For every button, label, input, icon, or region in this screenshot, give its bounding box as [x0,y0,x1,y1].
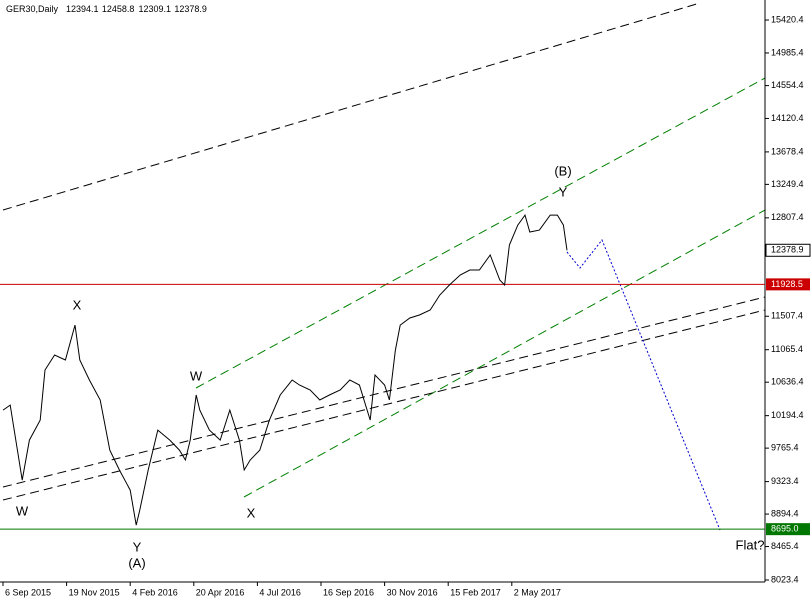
wave-label: (A) [128,555,145,570]
level-label-box [766,523,810,536]
wave-label: (B) [554,163,571,178]
y-tick-label: 14554.4 [771,80,804,90]
y-tick-label: 15420.4 [771,14,804,24]
wave-label: Flat? [736,537,765,552]
trend-line [2,309,766,501]
channel-line [243,209,766,498]
wave-label: X [73,297,82,312]
y-tick-label: 9323.4 [771,476,799,486]
wave-label: W [190,368,203,383]
trend-line [2,2,701,211]
x-tick-label: 20 Apr 2016 [196,587,245,597]
trend-lines [2,2,766,531]
y-tick-label: 13249.4 [771,179,804,189]
y-tick-label: 8894.4 [771,508,799,518]
level-label: 11928.5 [771,279,803,289]
level-label: 8695.0 [771,524,799,534]
channel-line [195,77,766,389]
y-tick-label: 8023.4 [771,574,799,584]
header-text: 12458.8 [102,4,135,14]
y-tick-label: 10636.4 [771,377,804,387]
header-text: 12394.1 [66,4,99,14]
x-tick-label: 2 May 2017 [514,587,561,597]
header-text: GER30,Daily [6,4,59,14]
header: GER30,Daily 12394.1 12458.8 12309.1 12378.9 [6,4,207,14]
y-tick-label: 13678.4 [771,146,804,156]
y-tick-label: 11065.4 [771,344,803,354]
x-tick-label: 4 Jul 2016 [259,587,301,597]
x-tick-label: 15 Feb 2017 [450,587,501,597]
y-tick-label: 8465.4 [771,541,799,551]
level-label-box [766,278,810,291]
price-label: 12378.9 [771,245,804,255]
wave-label: Y [559,184,568,199]
x-tick-label: 6 Sep 2015 [5,587,51,597]
price-line [2,213,568,526]
x-tick-label: 16 Sep 2016 [323,587,374,597]
header-text: 12378.9 [174,4,207,14]
y-tick-label: 10194.4 [771,410,804,420]
x-tick-label: 19 Nov 2015 [69,587,120,597]
wave-label: Y [133,539,142,554]
wave-label: X [247,505,256,520]
y-tick-label: 14985.4 [771,47,804,57]
y-tick-label: 9765.4 [771,443,799,453]
y-tick-label: 11507.4 [771,311,803,321]
projection [566,239,721,531]
header-text: 12309.1 [138,4,171,14]
y-tick-label: 14120.4 [771,113,804,123]
x-tick-label: 30 Nov 2016 [387,587,438,597]
x-tick-label: 4 Feb 2016 [132,587,178,597]
price-label-box [765,243,811,257]
trend-line [2,296,766,488]
y-tick-label: 12807.4 [771,212,804,222]
wave-label: W [16,503,29,518]
